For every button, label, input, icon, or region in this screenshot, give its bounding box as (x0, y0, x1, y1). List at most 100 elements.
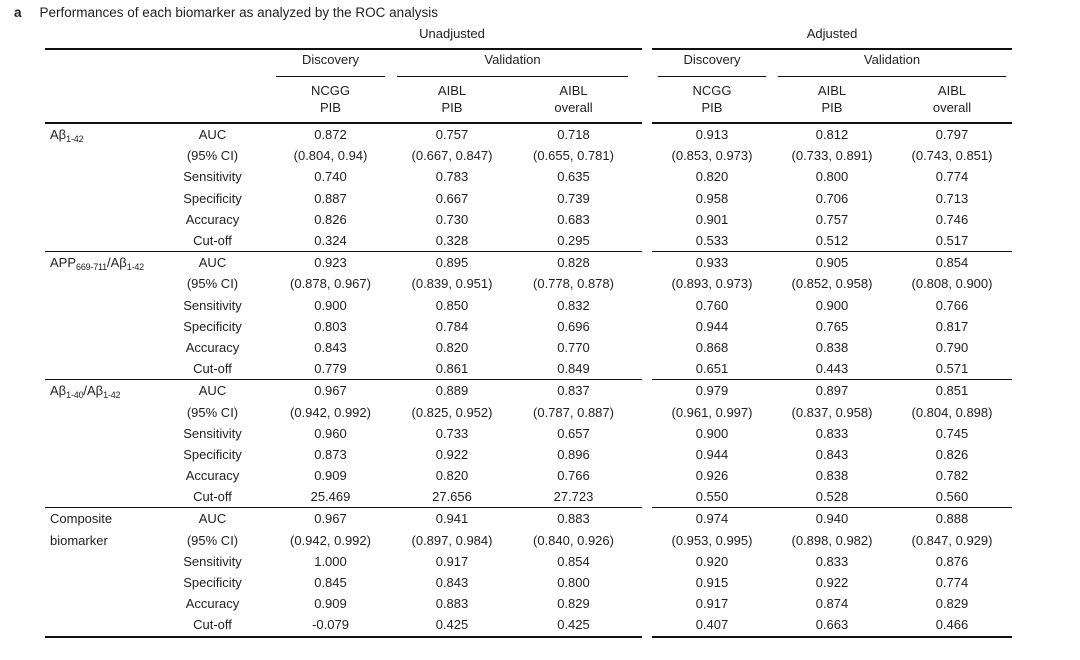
value-cell: 0.820 (695, 169, 729, 185)
value-cell: 0.324 (314, 233, 347, 249)
value-cell: 0.887 (314, 190, 347, 206)
cohort-tracer: overall (932, 100, 972, 115)
table-rule (45, 122, 642, 124)
biomarker-name: Aβ1-40/Aβ1-42 (45, 380, 155, 406)
value-cell: 0.854 (935, 255, 969, 271)
value-cell: (0.808, 0.900) (911, 276, 993, 292)
value-cell: 0.425 (557, 617, 590, 633)
biomarker-subscript: 1-42 (103, 390, 121, 401)
value-cell: 0.967 (314, 511, 347, 527)
value-cell: 0.850 (435, 297, 469, 313)
value-cell: 0.923 (314, 255, 347, 271)
biomarker-name-line1: Composite (50, 511, 113, 527)
header-underline (276, 76, 385, 77)
cohort-name: AIBL (937, 83, 967, 98)
biomarker-name-line2: biomarker (50, 532, 108, 548)
biomarker-base: Aβ (50, 383, 67, 399)
value-cell: 0.812 (815, 127, 849, 143)
value-cell: 0.920 (695, 553, 729, 569)
biomarker-name: APP669-711/Aβ1-42 (45, 252, 155, 278)
value-cell: 0.746 (935, 211, 969, 227)
biomarker-group-composite-adjusted: 0.974 0.940 0.888 (0.953, 0.995) (0.898,… (652, 507, 1012, 635)
cohort-tracer: PIB (320, 100, 341, 115)
value-cell: 0.833 (815, 553, 849, 569)
value-cell: 0.407 (695, 617, 729, 633)
biomarker-name: Composite biomarker (45, 508, 155, 550)
value-cell: 0.760 (695, 297, 729, 313)
value-cell: (0.898, 0.982) (791, 532, 873, 548)
value-cell: 0.560 (935, 489, 969, 505)
unadjusted-section: Unadjusted Discovery Validation NCGG PIB … (45, 26, 642, 638)
value-cell: 0.740 (314, 169, 347, 185)
value-cell: 0.663 (815, 617, 849, 633)
unadjusted-header: Unadjusted (419, 26, 485, 41)
validation-label: Validation (484, 52, 541, 67)
value-cell: 0.874 (815, 596, 849, 612)
biomarker-base: Aβ (50, 127, 67, 142)
value-cell: 0.960 (314, 425, 347, 441)
value-cell: (0.778, 0.878) (533, 276, 614, 292)
biomarker-base: /Aβ (83, 383, 104, 399)
panel-label: a (14, 5, 22, 20)
header-underline (778, 76, 1006, 77)
value-cell: 0.888 (935, 511, 969, 527)
value-cell: 0.958 (695, 190, 729, 206)
value-cell: (0.787, 0.887) (533, 404, 614, 420)
value-cell: 0.766 (557, 468, 590, 484)
value-cell: 0.967 (314, 383, 347, 399)
metric-label: AUC (198, 511, 227, 527)
value-cell: 0.696 (557, 318, 590, 334)
value-cell: 0.917 (695, 596, 729, 612)
value-cell: 0.845 (314, 575, 347, 591)
value-cell: 0.635 (557, 169, 590, 185)
biomarker-name: Aβ1-42 (45, 124, 155, 150)
metric-label: AUC (198, 127, 227, 143)
value-cell: 0.820 (435, 468, 469, 484)
value-cell: 0.849 (557, 361, 590, 377)
discovery-header: Discovery (652, 50, 772, 77)
cohort-name: NCGG (311, 83, 350, 98)
value-cell: 0.730 (435, 211, 469, 227)
cohort-name: AIBL (559, 83, 588, 98)
value-cell: 1.000 (314, 553, 347, 569)
value-cell: 0.900 (314, 297, 347, 313)
cohort-name: AIBL (817, 83, 847, 98)
validation-label: Validation (863, 52, 921, 67)
value-cell: (0.667, 0.847) (411, 148, 493, 164)
value-cell: 0.868 (695, 339, 729, 355)
value-cell: 0.651 (695, 361, 729, 377)
value-cell: 0.718 (557, 127, 590, 143)
value-cell: 0.843 (314, 339, 347, 355)
value-cell: 0.832 (557, 297, 590, 313)
cohort-tracer: PIB (441, 100, 463, 115)
value-cell: 0.974 (695, 511, 729, 527)
metric-label: Sensitivity (183, 297, 242, 313)
cohort-header-row: NCGG PIB AIBL PIB AIBL overall (45, 77, 642, 122)
value-cell: 0.909 (314, 596, 347, 612)
biomarker-group-ab1-42-adjusted: 0.913 0.812 0.797 (0.853, 0.973) (0.733,… (652, 124, 1012, 251)
value-cell: 0.512 (815, 233, 849, 249)
value-cell: 0.683 (557, 211, 590, 227)
header-underline (397, 76, 628, 77)
cohort-header-aibl-overall: AIBL overall (892, 82, 1012, 122)
discovery-header: Discovery (270, 50, 391, 77)
metric-label: Sensitivity (183, 553, 242, 569)
cohort-header-ncgg-pib: NCGG PIB (652, 82, 772, 122)
metric-label: Specificity (183, 318, 242, 334)
value-cell: 0.739 (557, 190, 590, 206)
value-cell: 0.843 (815, 446, 849, 462)
cohort-tracer: PIB (701, 100, 723, 115)
table-rule (652, 48, 1012, 50)
cohort-tracer: PIB (821, 100, 843, 115)
metric-label: (95% CI) (186, 276, 239, 292)
value-cell: 0.944 (695, 318, 729, 334)
value-cell: 0.854 (557, 553, 590, 569)
phase-header-row: Discovery Validation (45, 50, 642, 77)
value-cell: (0.878, 0.967) (290, 276, 371, 292)
value-cell: 0.766 (935, 297, 969, 313)
value-cell: 0.800 (815, 169, 849, 185)
value-cell: 0.571 (935, 361, 969, 377)
value-cell: 0.517 (935, 233, 969, 249)
value-cell: 0.757 (815, 211, 849, 227)
metric-label: Sensitivity (183, 169, 242, 185)
